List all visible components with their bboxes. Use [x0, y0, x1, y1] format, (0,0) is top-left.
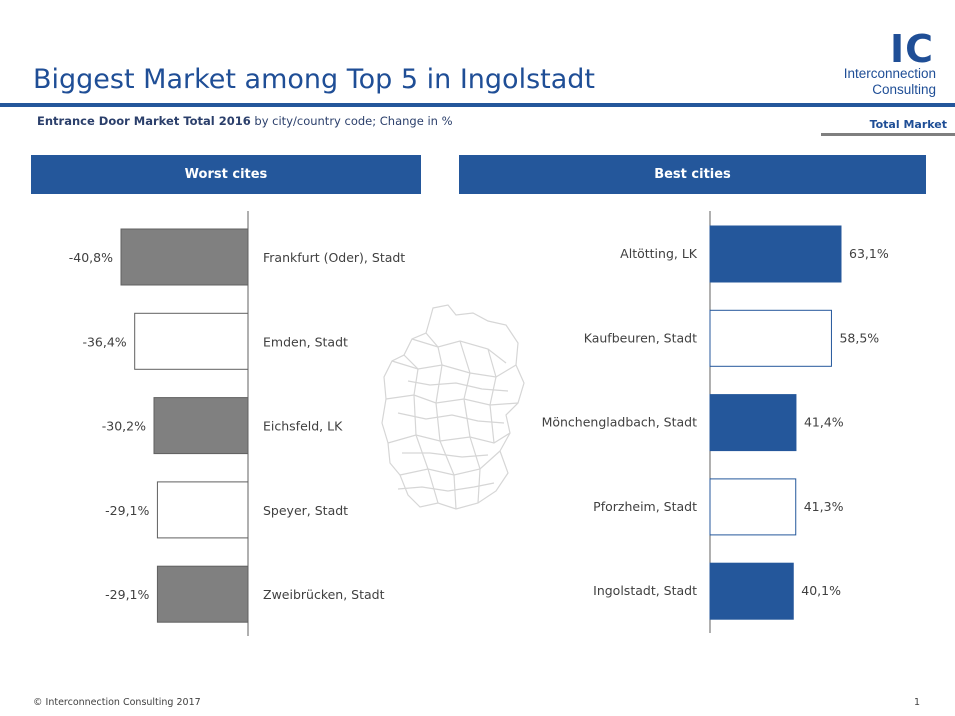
best-category-label: Pforzheim, Stadt [593, 499, 697, 514]
best-bar [709, 309, 832, 367]
worst-category-label: Eichsfeld, LK [263, 419, 343, 434]
worst-bar [156, 481, 249, 539]
page-number: 1 [914, 697, 921, 708]
best-bar [709, 562, 794, 620]
best-value-label: 40,1% [801, 583, 841, 598]
best-bar [709, 225, 842, 283]
worst-bar [153, 397, 249, 455]
best-category-label: Kaufbeuren, Stadt [584, 330, 697, 345]
best-value-label: 41,4% [804, 415, 844, 430]
subtitle: Entrance Door Market Total 2016 by city/… [37, 114, 453, 128]
germany-map-icon [381, 304, 525, 510]
worst-category-label: Speyer, Stadt [263, 503, 348, 518]
best-bar [709, 478, 797, 536]
best-value-label: 58,5% [839, 330, 879, 345]
worst-value-label: -36,4% [82, 334, 126, 349]
logo-mark: IC [889, 27, 934, 71]
subtitle-bold: Entrance Door Market Total 2016 [37, 114, 251, 128]
worst-category-label: Zweibrücken, Stadt [263, 587, 385, 602]
worst-category-label: Frankfurt (Oder), Stadt [263, 250, 405, 265]
best-value-label: 41,3% [804, 499, 844, 514]
best-cities-header: Best cities [459, 155, 926, 194]
title-rule [0, 103, 955, 107]
worst-cities-chart: -40,8% Frankfurt (Oder), Stadt -36,4% Emden… [69, 211, 405, 636]
worst-bar [156, 565, 249, 623]
best-cities-chart: 63,1% Altötting, LK 58,5% Kaufbeuren, Stadt… [542, 211, 889, 633]
subtitle-rest: by city/country code; Change in % [250, 114, 453, 128]
best-category-label: Ingolstadt, Stadt [593, 583, 697, 598]
logo-line1: Interconnection [843, 66, 936, 81]
page-title: Biggest Market among Top 5 in Ingolstadt [33, 64, 596, 95]
worst-cities-header: Worst cites [31, 155, 421, 194]
worst-category-label: Emden, Stadt [263, 334, 348, 349]
tag-rule [821, 133, 955, 136]
best-bar [709, 394, 797, 452]
worst-value-label: -29,1% [105, 503, 149, 518]
company-logo: IC Interconnection Consulting [818, 30, 936, 100]
best-category-label: Mönchengladbach, Stadt [542, 415, 698, 430]
copyright-footer: © Interconnection Consulting 2017 [33, 697, 201, 708]
worst-value-label: -29,1% [105, 587, 149, 602]
best-value-label: 63,1% [849, 246, 889, 261]
worst-value-label: -30,2% [102, 419, 146, 434]
logo-line2: Consulting [872, 82, 936, 97]
best-category-label: Altötting, LK [620, 246, 698, 261]
worst-bar [134, 312, 249, 370]
total-market-tag: Total Market [869, 118, 947, 131]
worst-bar [120, 228, 249, 286]
worst-value-label: -40,8% [69, 250, 113, 265]
